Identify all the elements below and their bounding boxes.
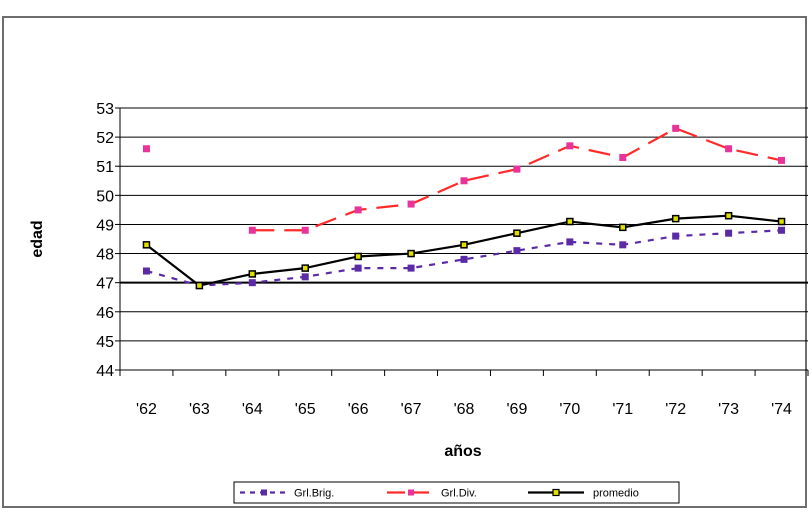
x-tick-label: '66 [348,401,369,418]
data-point [460,177,468,185]
data-point [460,241,468,249]
x-axis-title: años [444,443,481,460]
legend-marker [261,489,267,496]
data-point [301,226,309,234]
data-point [195,281,204,290]
data-point [724,211,733,220]
series-line [145,214,782,287]
x-tick-label: '74 [771,401,792,418]
y-tick-label: 48 [96,247,114,264]
y-tick-label: 49 [96,217,114,234]
x-tick-label: '70 [559,401,580,418]
series-1 [142,124,786,234]
x-tick-label: '69 [506,401,527,418]
legend-marker [552,488,560,497]
data-point [407,249,415,258]
x-tick-label: '73 [718,401,739,418]
data-point [777,217,786,226]
data-point [142,145,150,153]
x-tick-label: '64 [242,401,263,418]
data-point [619,223,627,232]
y-tick-label: 46 [96,305,114,322]
legend-label: Grl.Brig. [294,488,334,500]
data-point [566,142,574,150]
series-2 [142,211,786,290]
series-0 [142,226,786,290]
y-tick-label: 51 [96,159,114,176]
y-tick-label: 50 [96,188,114,205]
series-line [252,127,782,232]
data-point [248,279,256,287]
y-tick-label: 45 [96,334,114,351]
legend: Grl.Brig. Grl.Div. promedio [233,481,680,504]
data-point [672,124,680,132]
data-point [725,229,733,237]
x-tick-label: '68 [454,401,475,418]
data-point [566,217,574,226]
data-point [248,226,256,234]
y-tick-label: 53 [96,101,114,118]
x-tick-label: '65 [295,401,316,418]
x-tick-label: '67 [401,401,422,418]
data-point [725,145,733,153]
x-tick-label: '71 [612,401,633,418]
data-point [619,153,627,161]
x-tick-label: '72 [665,401,686,418]
data-point [619,241,627,249]
y-axis-title: edad [29,220,46,257]
data-point [566,238,574,246]
legend-label: promedio [593,488,639,500]
data-point [142,241,151,249]
data-point [671,214,680,223]
legend-box [233,481,680,504]
y-tick-label: 52 [96,130,114,147]
data-point [354,252,362,261]
x-tick-label: '62 [136,401,157,418]
data-point [142,267,150,275]
y-tick-label: 44 [96,363,114,380]
data-point [301,264,309,272]
data-point [354,264,362,272]
legend-marker [408,489,414,496]
axes [115,107,809,376]
data-point [354,206,362,214]
data-point [301,273,309,281]
data-point [513,165,521,173]
data-point [513,247,521,255]
data-point [778,156,786,164]
chart-frame [2,16,807,508]
y-tick-label: 47 [96,276,114,293]
data-point [513,229,521,237]
data-point [778,226,786,234]
legend-label: Grl.Div. [441,488,477,500]
data-point [672,232,680,240]
data-point [407,200,415,208]
data-point [407,264,415,272]
grid-lines [120,107,808,371]
series-lines [142,124,786,290]
x-tick-label: '63 [189,401,210,418]
tick-labels: 53 52 51 50 49 48 47 46 45 44 '62 '63 '64 '65 '66 '67 '6… [96,101,792,418]
data-point [460,255,468,263]
data-point [248,270,257,278]
